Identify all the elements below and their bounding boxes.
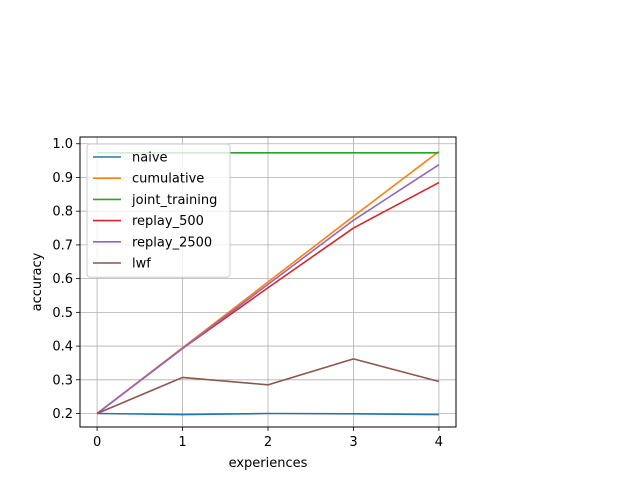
legend-entry-label: cumulative [132, 172, 204, 187]
x-tick-label: 2 [264, 435, 272, 450]
y-tick-label: 0.3 [52, 373, 73, 388]
y-tick-label: 0.5 [52, 306, 73, 321]
legend-box [86, 143, 231, 278]
legend: naive cumulative joint_training replay_500r… [86, 143, 231, 278]
x-tick-label: 0 [93, 435, 101, 450]
legend-entry-label: naive [132, 151, 168, 166]
series-line-lwf [96, 358, 440, 415]
y-axis-ticks: 0.2 0.3 0.4 0.5 0.6 0.7 0.8 0.9 1.0 [52, 137, 80, 422]
legend-entry-label: replay_500 [132, 214, 204, 229]
y-tick-label: 0.6 [52, 272, 73, 287]
y-tick-label: 0.2 [52, 407, 73, 422]
y-axis-label: accuracy [30, 252, 45, 311]
legend-entry-label: lwf [132, 257, 151, 272]
y-tick-label: 0.4 [52, 340, 73, 355]
x-tick-label: 3 [349, 435, 357, 450]
y-tick-label: 0.9 [52, 171, 73, 186]
x-tick-label: 1 [178, 435, 186, 450]
series-line-replay-2500 [96, 163, 440, 415]
x-axis-label: experiences [229, 456, 308, 471]
x-axis-ticks: 0 1 2 3 4 [93, 427, 443, 450]
legend-entry-label: replay_2500 [132, 235, 212, 250]
y-tick-label: 1.0 [52, 137, 73, 152]
x-tick-label: 4 [435, 435, 443, 450]
y-tick-label: 0.7 [52, 238, 73, 253]
y-tick-label: 0.8 [52, 205, 73, 220]
legend-entry-label: joint_training [131, 193, 217, 208]
series-line-naive [97, 412, 439, 416]
